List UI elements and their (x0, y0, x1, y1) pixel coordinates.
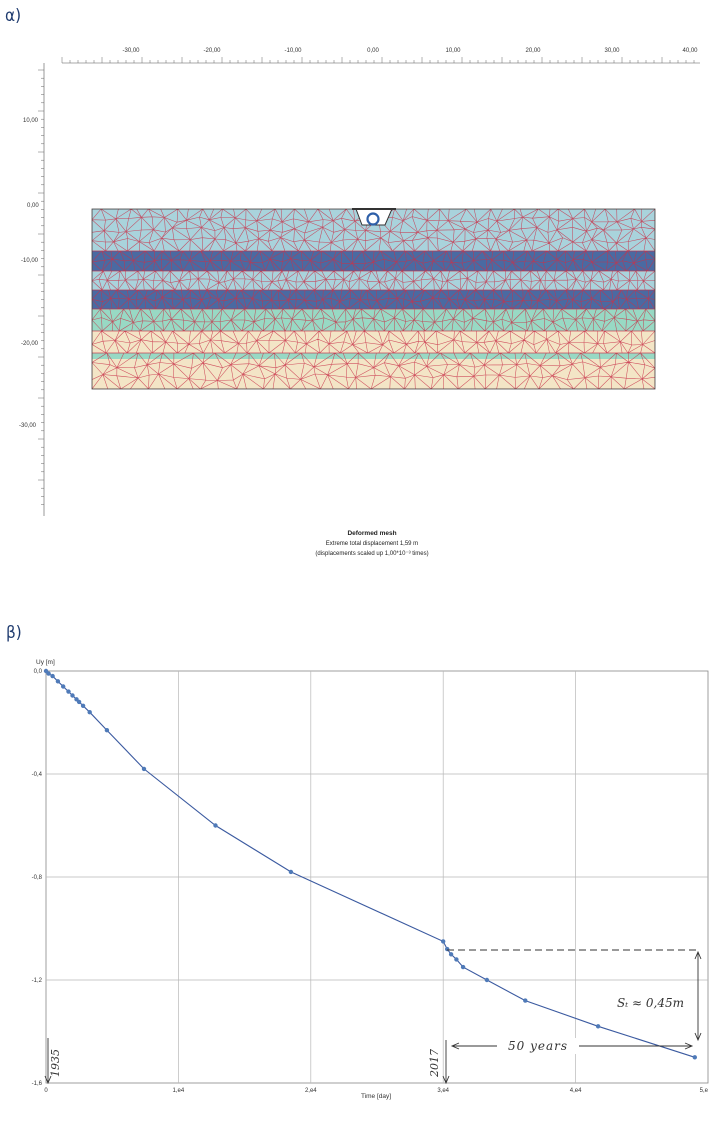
y-tick-label: -0,8 (32, 875, 43, 881)
soil-layer-tan-lower (92, 359, 655, 389)
data-point (454, 957, 459, 962)
data-point (55, 679, 61, 684)
y-tick-label: 0,00 (27, 203, 39, 209)
handwritten-annotations: 1935 2017 50 years Sₜ ≈ 0,45m (44, 949, 702, 1085)
chart-grid (46, 671, 708, 1083)
end-year: 2017 (428, 1049, 441, 1078)
x-axis-label: Time [day] (361, 1093, 391, 1100)
y-tick-label: -20,00 (21, 341, 39, 347)
data-point (141, 766, 147, 772)
x-tick-label: 10,00 (445, 48, 461, 54)
data-point (50, 673, 55, 679)
x-tick-label: 0 (44, 1088, 48, 1094)
x-tick-label: 30,00 (604, 48, 620, 54)
data-point (460, 964, 466, 970)
data-point (76, 699, 82, 705)
start-year: 1935 (49, 1049, 62, 1077)
finite-element-mesh (92, 209, 655, 389)
mesh-caption-displacement: Extreme total displacement 1,59 m (326, 541, 418, 547)
panel-a-label: α) (5, 6, 22, 26)
settlement-chart: 0 1,e4 2,e4 3,e4 4,e4 5,e 0,0 -0,4 -0,8 -1,2 -1,6… (32, 659, 709, 1100)
x-tick-label: 1,e4 (173, 1088, 185, 1094)
tunnel-icon (352, 208, 396, 226)
x-tick-label: 3,e4 (437, 1088, 449, 1094)
data-point (523, 998, 528, 1003)
data-point (70, 693, 75, 698)
x-tick-label: 5,e (700, 1088, 709, 1094)
mesh-panel: -30,00 -20,00 -10,00 0,00 10,00 20,00 30… (19, 48, 700, 557)
data-point (61, 684, 66, 689)
data-point (104, 728, 110, 733)
y-axis-ticks: 0,0 -0,4 -0,8 -1,2 -1,6 (32, 669, 43, 1087)
data-point (213, 823, 218, 828)
x-tick-label: -20,00 (203, 48, 221, 54)
data-point (441, 939, 446, 944)
data-point (595, 1024, 601, 1029)
y-tick-label: 10,00 (23, 118, 39, 124)
end-marker-arrow (442, 1075, 450, 1085)
mesh-caption-scale: (displacements scaled up 1,00*10⁻³ times… (315, 551, 428, 557)
top-ruler-ticks (61, 57, 695, 63)
data-point (288, 869, 294, 875)
duration-label: 50 years (508, 1039, 568, 1053)
x-axis-ticks: 0 1,e4 2,e4 3,e4 4,e4 5,e (44, 1088, 708, 1094)
data-point (80, 703, 86, 708)
data-point (46, 671, 51, 676)
y-axis-label: Uy [m] (36, 659, 55, 666)
soil-layer-green-thin (92, 353, 655, 359)
data-point (448, 952, 454, 957)
data-point (484, 977, 490, 983)
mesh-band (92, 352, 655, 389)
x-tick-label: 4,e4 (570, 1088, 582, 1094)
x-tick-label: 20,00 (525, 48, 541, 54)
settlement-value: Sₜ ≈ 0,45m (617, 996, 684, 1010)
start-marker-arrow (44, 1075, 52, 1085)
settlement-points (43, 668, 697, 1060)
left-ruler-ticks (38, 69, 44, 505)
y-tick-label: -1,6 (32, 1081, 43, 1087)
data-point (66, 689, 71, 694)
y-tick-label: 0,0 (34, 669, 43, 675)
x-tick-label: 0,00 (367, 48, 379, 54)
y-tick-label: -1,2 (32, 978, 43, 984)
mesh-caption-title: Deformed mesh (347, 530, 396, 537)
y-tick-label: -30,00 (19, 423, 37, 429)
soil-layer-clay-middle (92, 271, 655, 290)
x-tick-label: -30,00 (122, 48, 140, 54)
data-point (692, 1055, 697, 1060)
x-tick-label: 2,e4 (305, 1088, 317, 1094)
data-point (445, 946, 450, 952)
data-point (87, 710, 92, 715)
soil-layer-dark-lower (92, 290, 655, 309)
y-tick-label: -0,4 (32, 772, 43, 778)
y-tick-label: -10,00 (21, 258, 39, 264)
x-tick-label: 40,00 (682, 48, 698, 54)
x-tick-label: -10,00 (284, 48, 302, 54)
panel-b-label: β) (6, 623, 22, 643)
